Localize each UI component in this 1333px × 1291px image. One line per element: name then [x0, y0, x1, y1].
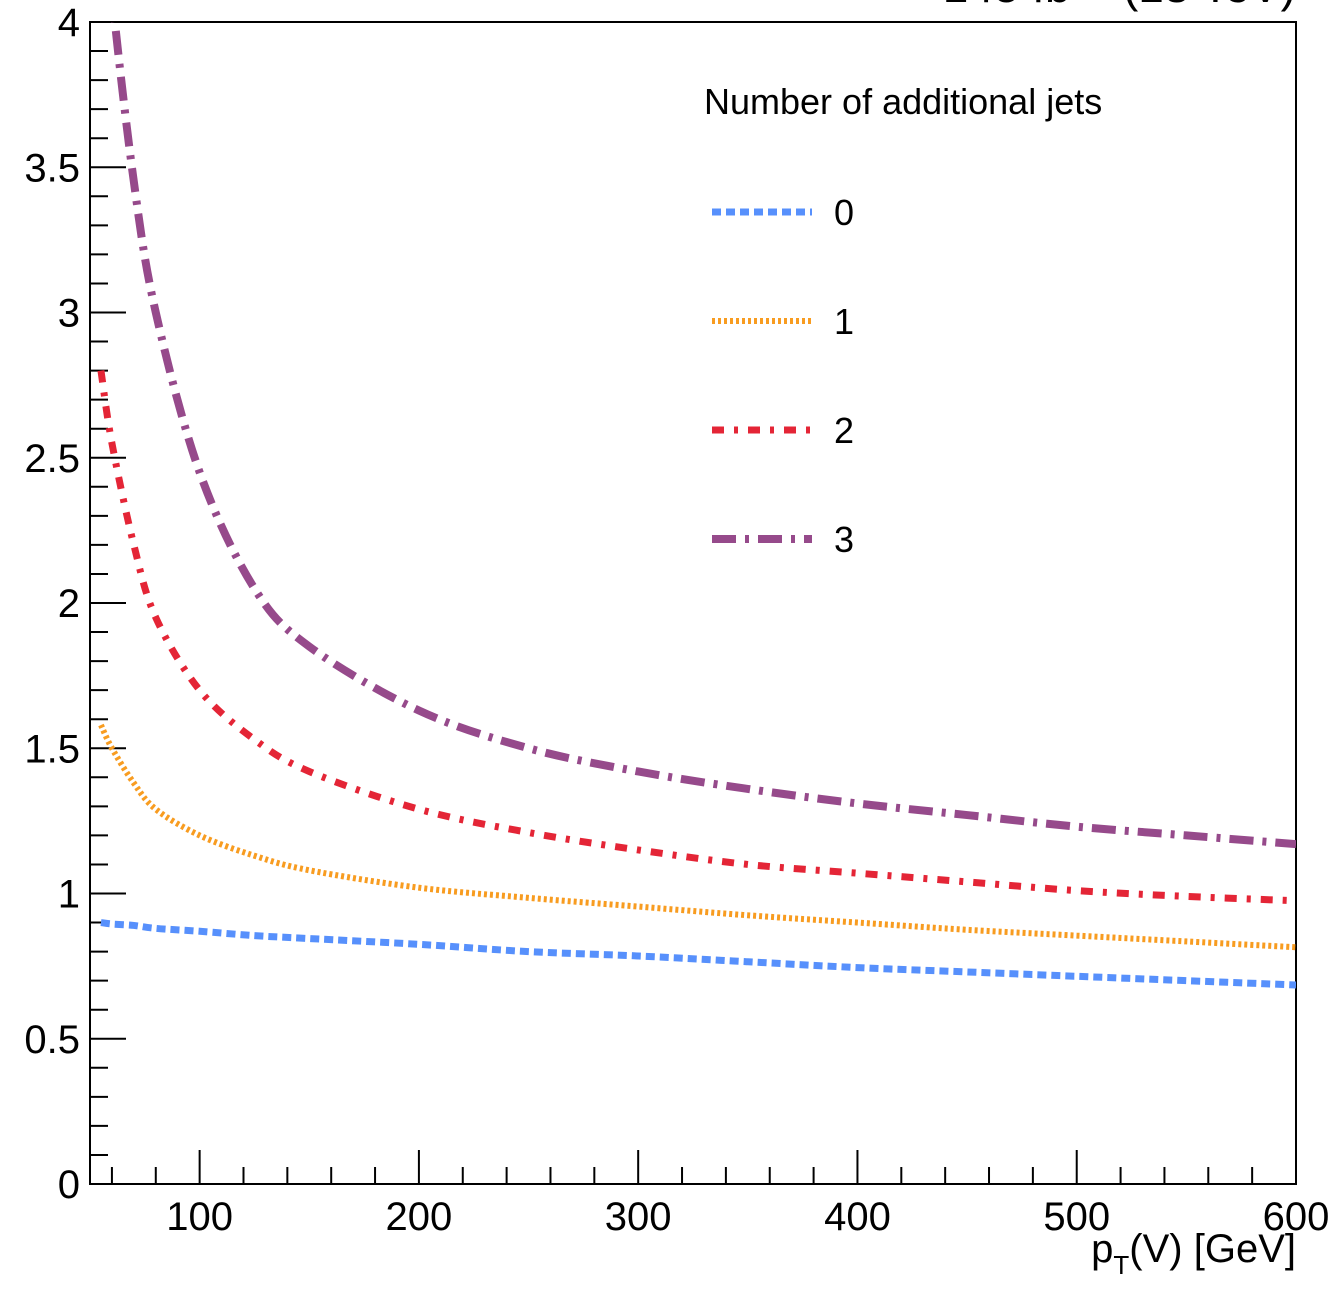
y-tick-label: 2 — [58, 582, 80, 626]
series-line-0 — [100, 919, 1296, 989]
y-tick-label: 0.5 — [24, 1018, 80, 1062]
legend-label-3: 3 — [834, 519, 854, 560]
x-axis-title-rest: (V) [GeV] — [1129, 1227, 1296, 1271]
x-axis-tick-labels: 100 200 300 400 500 600 — [166, 1195, 1329, 1239]
y-tick-label: 0 — [58, 1163, 80, 1207]
y-axis-tick-labels: 0 0.5 1 1.5 2 2.5 3 3.5 4 — [24, 1, 80, 1207]
x-tick-label: 400 — [824, 1195, 891, 1239]
x-tick-label: 500 — [1043, 1195, 1110, 1239]
y-tick-label: 3.5 — [24, 146, 80, 190]
series-lines — [97, 22, 1296, 989]
legend: Number of additional jets 0 1 2 3 — [704, 81, 1102, 560]
legend-title: Number of additional jets — [704, 81, 1102, 122]
x-axis-title-sub: T — [1113, 1250, 1129, 1280]
y-tick-label: 4 — [58, 1, 80, 45]
x-tick-label: 300 — [605, 1195, 672, 1239]
top-right-label: 145 fb⁻¹ (13 TeV) — [943, 0, 1296, 12]
legend-label-1: 1 — [834, 301, 854, 342]
y-tick-label: 3 — [58, 292, 80, 336]
x-tick-label: 600 — [1263, 1195, 1330, 1239]
series-line-2 — [97, 370, 1296, 905]
series-line-3 — [110, 22, 1296, 849]
x-tick-label: 100 — [166, 1195, 233, 1239]
legend-label-0: 0 — [834, 192, 854, 233]
y-tick-label: 2.5 — [24, 437, 80, 481]
x-axis-title-main: p — [1091, 1227, 1113, 1271]
series-line-1 — [98, 723, 1296, 951]
y-tick-label: 1.5 — [24, 727, 80, 771]
x-axis-ticks — [110, 1150, 1297, 1184]
legend-entries: 0 1 2 3 — [712, 192, 854, 560]
x-tick-label: 200 — [386, 1195, 453, 1239]
plot-frame — [89, 21, 1297, 1185]
legend-label-2: 2 — [834, 410, 854, 451]
y-axis-ticks — [90, 21, 126, 1185]
y-tick-label: 1 — [58, 873, 80, 917]
x-axis-title: pT(V) [GeV] — [1091, 1227, 1296, 1280]
